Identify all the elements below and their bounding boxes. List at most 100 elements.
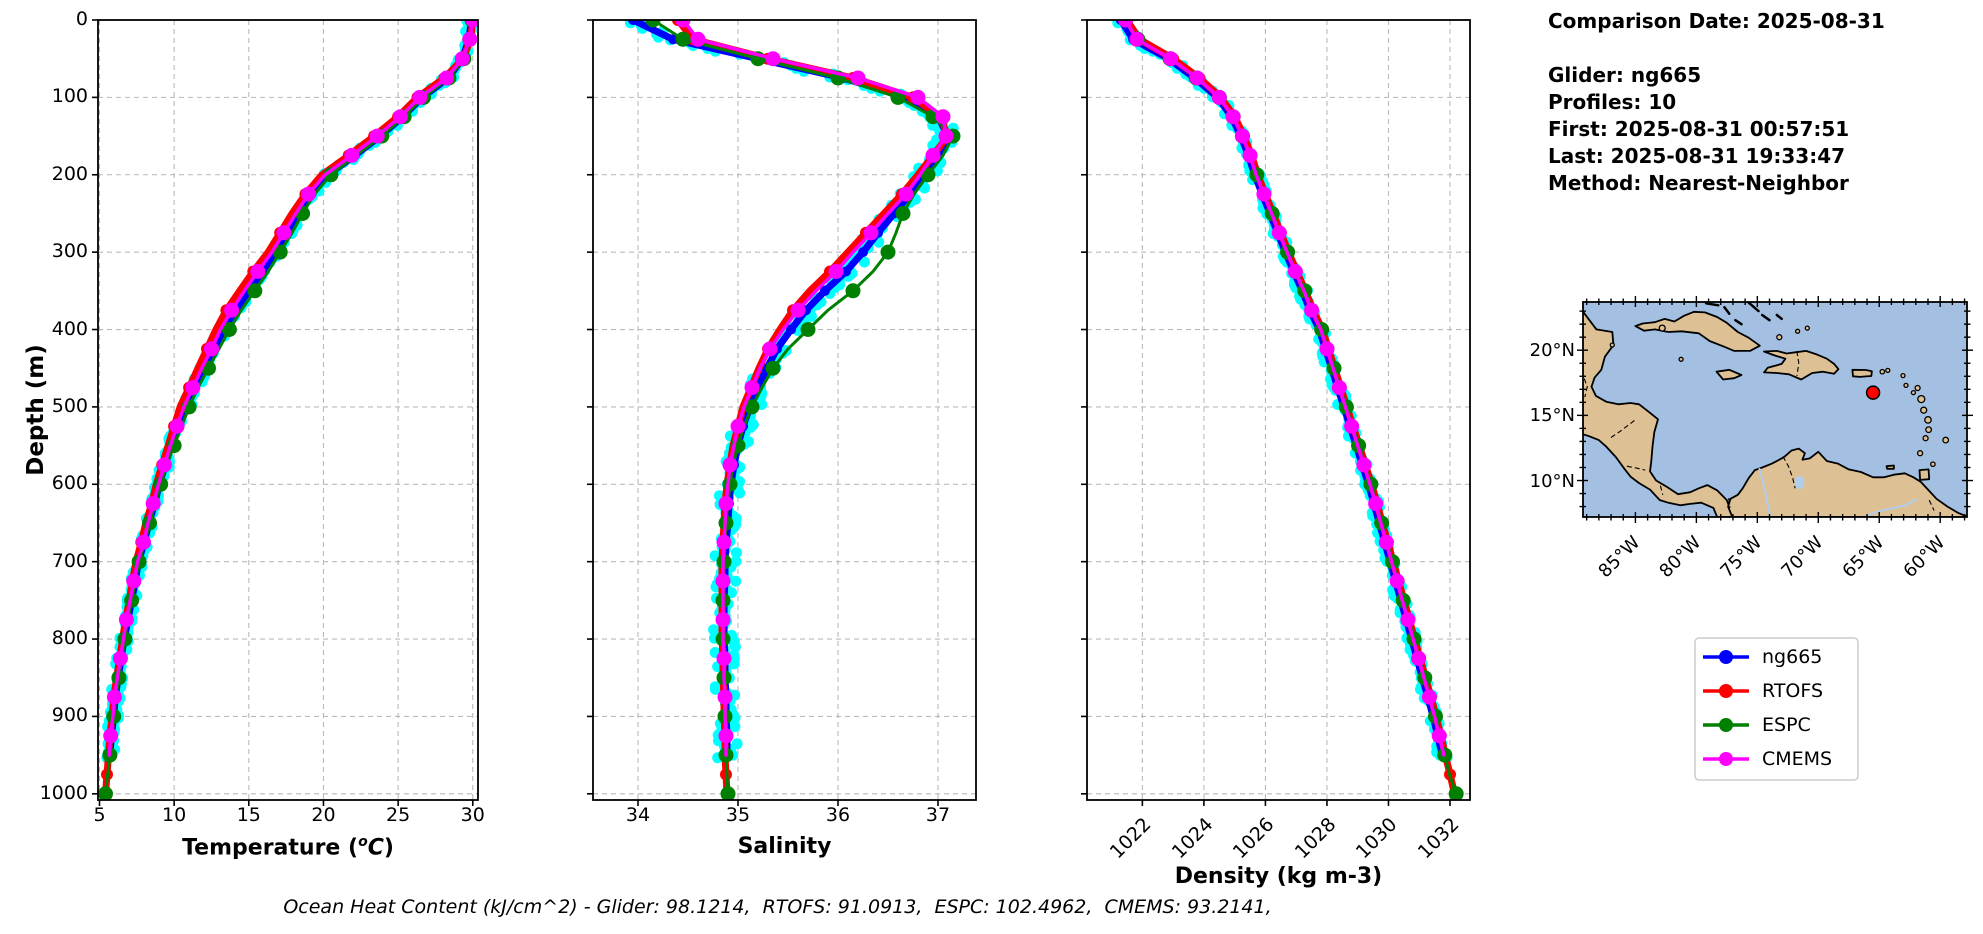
series-marker-ng665: [668, 34, 678, 45]
series-marker-CMEMS: [1234, 128, 1250, 144]
series-marker-ESPC: [1448, 786, 1464, 800]
temperature-axis-label: Temperature (oC): [98, 834, 478, 860]
map: [1577, 296, 1973, 523]
y-tick-label: 400: [51, 317, 88, 340]
series-marker-CMEMS: [716, 650, 732, 666]
series-marker-CMEMS: [828, 264, 844, 279]
series-marker-CMEMS: [169, 418, 185, 434]
legend-label-rtofs: RTOFS: [1762, 680, 1824, 702]
legend-label-cmems: CMEMS: [1762, 748, 1833, 770]
series-marker-ESPC: [272, 244, 288, 260]
series-marker-CMEMS: [1189, 70, 1205, 86]
series-marker-CMEMS: [898, 186, 914, 202]
series-marker-CMEMS: [276, 225, 292, 241]
map-land: [1583, 310, 1734, 517]
glider-raw-dot: [728, 658, 740, 670]
map-island-chain: [1734, 318, 1743, 326]
map-land: [1885, 464, 1895, 470]
salinity-axes-frame: [592, 19, 977, 801]
glider-raw-dot: [728, 638, 740, 650]
x-tick-label-salinity: 36: [825, 804, 851, 826]
series-marker-ESPC: [98, 786, 113, 800]
info-line-glider: Glider: ng665: [1548, 63, 1702, 87]
series-marker-ng665: [786, 324, 796, 335]
map-island: [1920, 406, 1928, 414]
series-marker-ESPC: [744, 399, 760, 415]
series-marker-CMEMS: [718, 728, 734, 744]
map-border: [1610, 418, 1637, 438]
map-island: [1910, 389, 1917, 396]
map-y-tick-label: 10°N: [1529, 470, 1575, 492]
series-marker-CMEMS: [1242, 147, 1258, 163]
series-marker-CMEMS: [224, 302, 240, 318]
series-marker-CMEMS: [136, 534, 151, 550]
series-marker-CMEMS: [717, 689, 733, 705]
legend-marker-ESPC: [1719, 718, 1733, 732]
series-marker-CMEMS: [250, 264, 266, 279]
series-marker-CMEMS: [369, 128, 385, 144]
density-profiles: [1112, 20, 1464, 800]
ocean-heat-content-caption: Ocean Heat Content (kJ/cm^2) - Glider: 9…: [283, 896, 1272, 918]
map-land: [1763, 350, 1840, 381]
series-marker-CMEMS: [722, 457, 738, 473]
legend-label-ng665: ng665: [1762, 646, 1823, 668]
map-border: [1659, 485, 1664, 495]
map-island: [1900, 372, 1906, 379]
map-island: [1609, 342, 1615, 348]
legend-label-espc: ESPC: [1762, 714, 1811, 736]
series-marker-CMEMS: [730, 418, 746, 434]
map-border: [1796, 351, 1800, 376]
series-marker-CMEMS: [185, 380, 201, 396]
info-line-profiles: Profiles: 10: [1548, 90, 1677, 114]
series-marker-CMEMS: [1389, 573, 1405, 589]
series-marker-ng665: [820, 285, 830, 296]
map-river: [1758, 467, 1772, 517]
map-border: [1782, 456, 1796, 489]
info-line-method: Method: Nearest-Neighbor: [1548, 171, 1849, 195]
series-marker-CMEMS: [715, 573, 731, 589]
series-marker-CMEMS: [118, 612, 134, 628]
series-marker-CMEMS: [1421, 689, 1437, 705]
temp-label-pre: Temperature (: [182, 835, 359, 861]
series-marker-CMEMS: [465, 20, 478, 28]
y-tick-label: 600: [51, 472, 88, 495]
glider-raw-dot: [730, 575, 742, 587]
glider-raw-dot: [710, 683, 721, 695]
map-island: [1925, 426, 1933, 434]
map-frame: [1582, 301, 1968, 518]
series-marker-CMEMS: [1225, 109, 1241, 125]
density-axes-frame: [1086, 19, 1471, 801]
series-marker-CMEMS: [1287, 264, 1303, 279]
series-marker-CMEMS: [301, 186, 316, 202]
map-y-tick-label: 20°N: [1529, 340, 1575, 362]
series-marker-CMEMS: [344, 147, 360, 163]
series-marker-CMEMS: [1344, 418, 1360, 434]
y-tick-label: 1000: [39, 781, 88, 804]
x-tick-label-salinity: 37: [925, 804, 951, 826]
map-island: [1885, 367, 1891, 374]
salinity-axis-label: Salinity: [737, 834, 832, 859]
series-marker-CMEMS: [765, 51, 781, 67]
series-marker-CMEMS: [145, 496, 161, 512]
series-marker-CMEMS: [718, 496, 734, 512]
glider-raw-dot: [858, 256, 870, 268]
x-tick-label-salinity: 35: [725, 804, 751, 826]
map-island: [1916, 450, 1924, 457]
map-island-chain: [1747, 302, 1760, 313]
y-tick-label: 500: [51, 394, 88, 417]
map-island: [1917, 394, 1926, 404]
series-marker-CMEMS: [1256, 186, 1272, 202]
series-marker-CMEMS: [1271, 225, 1287, 241]
x-tick-label-temperature: 5: [93, 804, 106, 826]
series-marker-ESPC: [880, 244, 896, 260]
series-marker-CMEMS: [863, 225, 879, 241]
series-marker-CMEMS: [1319, 341, 1335, 357]
x-tick-label-temperature: 10: [162, 804, 187, 826]
map-land: [1918, 468, 1931, 481]
series-marker-CMEMS: [1378, 534, 1394, 550]
x-tick-label-salinity: 34: [625, 804, 651, 826]
y-tick-label: 900: [51, 704, 88, 727]
series-marker-CMEMS: [1163, 51, 1179, 67]
map-island: [1903, 382, 1909, 389]
